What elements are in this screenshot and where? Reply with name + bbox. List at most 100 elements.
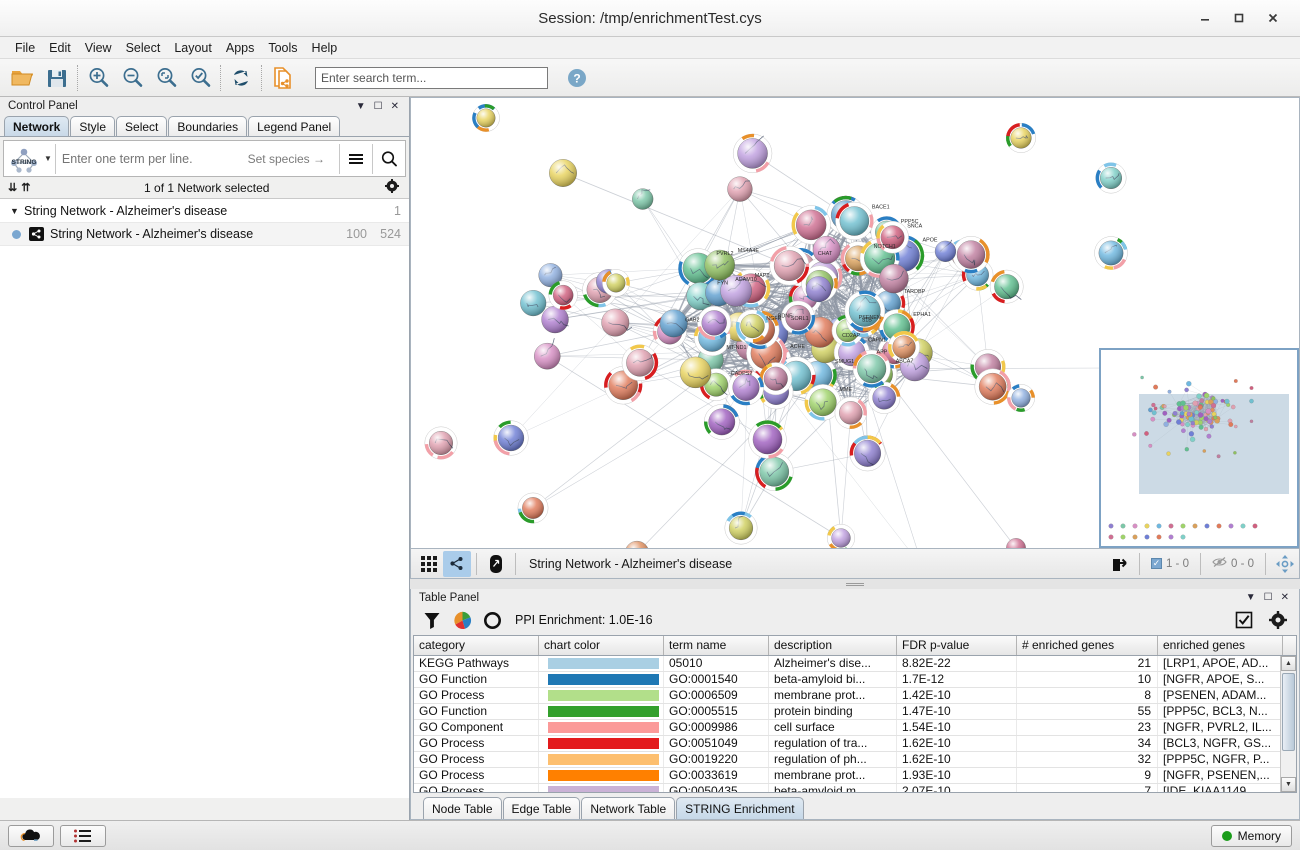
network-view-canvas[interactable]: MT-ND1 GAB2 ABCA7 CHAT ACHE PVRL2 SMUG1 FYN NOTC… (410, 97, 1300, 549)
set-species-link[interactable]: Set species → (247, 151, 325, 166)
tab-node-table[interactable]: Node Table (423, 797, 502, 819)
string-options-menu-icon[interactable] (340, 141, 372, 176)
column-header-category[interactable]: category (414, 635, 539, 655)
scrollbar-thumb[interactable] (1282, 672, 1295, 751)
settings-gear-icon[interactable] (1263, 607, 1293, 633)
string-species-caret-icon[interactable]: ▼ (44, 154, 52, 163)
control-panel-menu-icon[interactable]: ▼ (355, 100, 366, 112)
help-icon[interactable]: ? (560, 62, 594, 94)
table-row[interactable]: GO Process GO:0050435 beta-amyloid m... 2.0… (414, 783, 1296, 792)
minimize-button[interactable] (1188, 4, 1222, 32)
column-header-chart-color[interactable]: chart color (539, 635, 664, 655)
zoom-out-icon[interactable] (115, 62, 149, 94)
column-header-genes[interactable]: enriched genes (1158, 635, 1283, 655)
menu-help[interactable]: Help (311, 40, 338, 55)
table-row[interactable]: KEGG Pathways 05010 Alzheimer's dise... 8.8… (414, 655, 1296, 672)
zoom-in-icon[interactable] (81, 62, 115, 94)
menu-apps[interactable]: Apps (225, 40, 255, 55)
svg-text:ABCA7: ABCA7 (896, 359, 914, 365)
menu-edit[interactable]: Edit (49, 40, 71, 55)
tab-style[interactable]: Style (70, 116, 116, 136)
color-swatch (548, 769, 659, 781)
cell-genes: [IDE, KIAA1149 (1158, 783, 1283, 792)
tab-network-table[interactable]: Network Table (581, 797, 676, 819)
string-logo-icon[interactable]: STRING (4, 141, 44, 176)
scrollbar-track[interactable] (1281, 671, 1296, 777)
scroll-down-arrow-icon[interactable]: ▼ (1281, 777, 1296, 792)
tab-string-enrichment[interactable]: STRING Enrichment (676, 797, 804, 819)
network-tree-child-row[interactable]: String Network - Alzheimer's disease 100… (0, 223, 409, 246)
network-tree-root-row[interactable]: ▼ String Network - Alzheimer's disease 1 (0, 200, 409, 223)
save-icon[interactable] (40, 62, 74, 94)
tab-select[interactable]: Select (116, 116, 168, 136)
svg-text:FYN: FYN (717, 280, 728, 286)
tab-edge-table[interactable]: Edge Table (502, 797, 581, 819)
network-share-layout-icon[interactable] (443, 550, 471, 577)
svg-text:APOE: APOE (923, 238, 938, 244)
table-row[interactable]: GO Process GO:0033619 membrane prot... 1.93… (414, 767, 1296, 784)
tab-network[interactable]: Network (4, 116, 70, 136)
detach-view-icon[interactable] (482, 551, 510, 577)
table-panel-close-icon[interactable]: ✕ (1280, 592, 1289, 604)
expand-triangle-icon[interactable]: ▼ (10, 206, 19, 216)
menu-view[interactable]: View (84, 40, 112, 55)
table-vertical-scrollbar[interactable]: ▲ ▼ (1280, 655, 1296, 792)
table-row[interactable]: GO Function GO:0005515 protein binding 1.47… (414, 703, 1296, 720)
pie-chart-icon[interactable] (447, 607, 477, 633)
menu-file[interactable]: File (15, 40, 36, 55)
string-search-icon[interactable] (373, 141, 405, 176)
table-panel-menu-icon[interactable]: ▼ (1245, 592, 1256, 604)
menu-tools[interactable]: Tools (268, 40, 298, 55)
network-graph[interactable]: MT-ND1 GAB2 ABCA7 CHAT ACHE PVRL2 SMUG1 FYN NOTC… (411, 98, 1299, 548)
column-header-n-genes[interactable]: # enriched genes (1017, 635, 1158, 655)
column-header-fdr[interactable]: FDR p-value (897, 635, 1017, 655)
refresh-icon[interactable] (224, 62, 258, 94)
pan-tool-icon[interactable] (1271, 551, 1299, 577)
panel-splitter[interactable] (410, 579, 1300, 589)
overview-thumbnail (1101, 350, 1297, 546)
search-input[interactable] (315, 66, 548, 89)
open-folder-icon[interactable] (6, 62, 40, 94)
control-panel-close-icon[interactable]: ✕ (390, 100, 399, 112)
table-row[interactable]: GO Process GO:0051049 regulation of tra...… (414, 735, 1296, 752)
table-row[interactable]: GO Process GO:0019220 regulation of ph... 1… (414, 751, 1296, 768)
memory-button[interactable]: Memory (1210, 824, 1292, 847)
maximize-button[interactable] (1222, 4, 1256, 32)
collapse-all-icon[interactable]: ⇊ (8, 182, 18, 194)
filter-funnel-icon[interactable] (417, 607, 447, 633)
tab-boundaries[interactable]: Boundaries (168, 116, 248, 136)
export-network-icon[interactable] (265, 62, 299, 94)
control-panel-float-icon[interactable]: ☐ (373, 100, 383, 112)
cell-chart-color (539, 671, 664, 687)
zoom-selected-icon[interactable] (183, 62, 217, 94)
zoom-fit-icon[interactable] (149, 62, 183, 94)
menu-select[interactable]: Select (125, 40, 161, 55)
table-row[interactable]: GO Component GO:0009986 cell surface 1.54E-… (414, 719, 1296, 736)
table-row[interactable]: GO Process GO:0006509 membrane prot... 1.42… (414, 687, 1296, 704)
expand-all-icon[interactable]: ⇈ (21, 182, 31, 194)
color-swatch (548, 753, 659, 765)
scroll-up-arrow-icon[interactable]: ▲ (1281, 655, 1296, 671)
table-panel-float-icon[interactable]: ☐ (1263, 592, 1273, 604)
network-node-count: 100 (346, 227, 367, 241)
close-button[interactable] (1256, 4, 1290, 32)
export-image-icon[interactable] (1106, 551, 1134, 577)
selected-checkbox-icon: ✓ (1150, 558, 1162, 569)
toolbar-separator (220, 64, 221, 91)
string-query-input[interactable] (55, 142, 248, 175)
svg-text:S1B: S1B (862, 317, 873, 323)
menu-layout[interactable]: Layout (174, 40, 212, 55)
svg-text:SMUG1: SMUG1 (835, 359, 854, 365)
column-header-term-name[interactable]: term name (664, 635, 769, 655)
task-list-icon[interactable] (60, 824, 106, 847)
svg-text:BACE1: BACE1 (872, 205, 890, 211)
tab-legend-panel[interactable]: Legend Panel (248, 116, 341, 136)
network-settings-gear-icon[interactable] (381, 179, 403, 196)
select-all-checkbox-icon[interactable] (1229, 607, 1259, 633)
cloud-icon[interactable] (8, 824, 54, 847)
column-header-description[interactable]: description (769, 635, 897, 655)
table-row[interactable]: GO Function GO:0001540 beta-amyloid bi... 1… (414, 671, 1296, 688)
donut-chart-icon[interactable] (477, 607, 507, 633)
grid-layout-icon[interactable] (415, 551, 443, 577)
network-overview-panel[interactable] (1099, 348, 1299, 548)
